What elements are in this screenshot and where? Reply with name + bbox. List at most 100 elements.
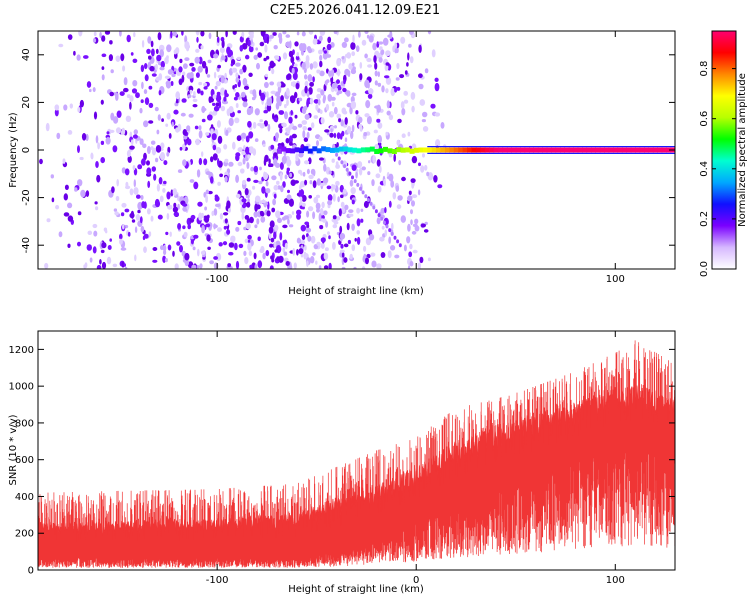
spectrogram-noise-speckle — [348, 209, 354, 214]
spectrogram-noise-speckle — [200, 45, 204, 50]
spectrogram-carrier-edge — [445, 146, 450, 148]
spectrogram-noise-speckle — [331, 101, 335, 107]
spectrogram-carrier-edge — [608, 152, 614, 154]
spectrogram-noise-speckle — [247, 39, 251, 47]
spectrogram-noise-speckle — [304, 179, 308, 186]
spectrogram-noise-speckle — [275, 210, 281, 219]
spectrogram-noise-speckle — [241, 198, 247, 203]
spectrogram-y-tick-label: 40 — [21, 48, 32, 61]
spectrogram-noise-speckle — [243, 250, 247, 256]
spectrogram-noise-speckle — [312, 180, 317, 189]
spectrogram-noise-speckle — [161, 118, 165, 122]
spectrogram-noise-speckle — [263, 172, 269, 181]
spectrogram-noise-speckle — [241, 31, 245, 38]
spectrogram-noise-speckle — [418, 83, 424, 90]
spectrogram-noise-speckle — [351, 124, 355, 133]
spectrogram-carrier-segment — [458, 147, 464, 153]
spectrogram-noise-speckle — [157, 114, 161, 121]
spectrogram-noise-speckle — [376, 217, 381, 225]
spectrogram-noise-speckle — [286, 194, 292, 200]
spectrogram-carrier-segment — [608, 147, 614, 153]
spectrogram-noise-speckle — [346, 102, 352, 108]
spectrogram-noise-speckle — [166, 151, 170, 157]
spectrogram-noise-speckle — [326, 185, 332, 190]
spectrogram-noise-speckle — [358, 31, 361, 38]
spectrogram-noise-speckle — [308, 195, 313, 199]
spectrogram-noise-speckle — [328, 170, 332, 175]
spectrogram-noise-speckle — [210, 124, 214, 129]
spectrogram-noise-speckle — [323, 50, 327, 54]
spectrogram-carrier-segment — [661, 147, 667, 153]
spectrogram-noise-speckle — [151, 147, 157, 156]
spectrogram-noise-speckle — [262, 143, 266, 148]
spectrogram-carrier-edge — [613, 146, 619, 148]
spectrogram-noise-speckle — [284, 104, 287, 109]
spectrogram-noise-speckle — [133, 187, 139, 195]
spectrogram-noise-speckle — [235, 103, 239, 108]
spectrogram-noise-speckle — [325, 103, 330, 111]
spectrogram-noise-speckle — [295, 82, 300, 90]
spectrogram-noise-speckle — [252, 89, 257, 97]
spectrogram-noise-speckle — [343, 257, 348, 263]
spectrogram-carrier-segment — [347, 147, 353, 153]
spectrogram-noise-speckle — [187, 224, 191, 230]
spectrogram-diagonal-streak — [361, 190, 365, 195]
spectrogram-noise-speckle — [305, 227, 312, 233]
spectrogram-noise-speckle — [376, 263, 382, 269]
spectrogram-noise-speckle — [175, 100, 179, 104]
spectrogram-noise-speckle — [344, 68, 350, 76]
spectrogram-noise-speckle — [330, 128, 333, 133]
spectrogram-noise-speckle — [150, 215, 154, 222]
spectrogram-noise-speckle — [148, 231, 152, 237]
spectrogram-noise-speckle — [280, 185, 284, 193]
spectrogram-carrier-segment — [334, 147, 340, 153]
spectrogram-noise-speckle — [377, 122, 383, 129]
spectrogram-noise-speckle — [105, 137, 111, 145]
spectrogram-noise-speckle — [77, 145, 80, 154]
spectrogram-noise-speckle — [157, 214, 163, 220]
spectrogram-carrier-edge — [551, 152, 557, 154]
spectrogram-noise-speckle — [297, 123, 303, 128]
spectrogram-noise-speckle — [327, 200, 333, 206]
spectrogram-noise-speckle — [358, 123, 363, 130]
spectrogram-noise-speckle — [289, 172, 292, 178]
spectrogram-noise-speckle — [139, 216, 143, 224]
spectrogram-noise-speckle — [224, 158, 229, 163]
spectrogram-carrier-edge — [661, 152, 667, 154]
spectrogram-noise-speckle — [247, 242, 252, 251]
spectrogram-noise-speckle — [332, 224, 338, 229]
spectrogram-noise-speckle — [340, 243, 344, 249]
spectrogram-noise-speckle — [361, 39, 367, 46]
spectrogram-noise-speckle — [318, 265, 322, 269]
spectrogram-noise-speckle — [261, 186, 266, 194]
spectrogram-noise-speckle — [107, 245, 112, 250]
spectrogram-noise-speckle — [385, 88, 389, 94]
spectrogram-noise-speckle — [235, 77, 240, 83]
spectrogram-noise-speckle — [201, 212, 204, 218]
spectrogram-noise-speckle — [239, 45, 244, 52]
spectrogram-noise-speckle — [331, 96, 336, 101]
spectrogram-noise-speckle — [275, 132, 279, 140]
spectrogram-noise-speckle — [332, 193, 336, 202]
spectrogram-noise-speckle — [380, 49, 385, 56]
spectrogram-noise-speckle — [173, 211, 179, 217]
spectrogram-noise-speckle — [390, 180, 395, 188]
spectrogram-noise-speckle — [196, 36, 199, 43]
spectrogram-noise-speckle — [237, 147, 243, 153]
spectrogram-noise-speckle — [304, 63, 310, 69]
spectrogram-diagonal-streak — [369, 201, 373, 206]
spectrogram-noise-speckle — [267, 123, 271, 132]
spectrogram-noise-speckle — [313, 115, 318, 119]
spectrogram-noise-speckle — [322, 177, 329, 184]
spectrogram-noise-speckle — [257, 260, 263, 269]
spectrogram-carrier-edge — [666, 146, 672, 148]
spectrogram-carrier-edge — [533, 152, 539, 154]
spectrogram-noise-speckle — [195, 48, 200, 53]
spectrogram-noise-speckle — [192, 104, 198, 108]
spectrogram-carrier-edge — [480, 152, 486, 154]
spectrogram-noise-speckle — [403, 90, 409, 96]
spectrogram-carrier-segment — [414, 147, 419, 153]
spectrogram-noise-speckle — [336, 58, 341, 67]
spectrogram-y-tick-label: -40 — [21, 237, 32, 253]
spectrogram-noise-speckle — [168, 133, 172, 139]
